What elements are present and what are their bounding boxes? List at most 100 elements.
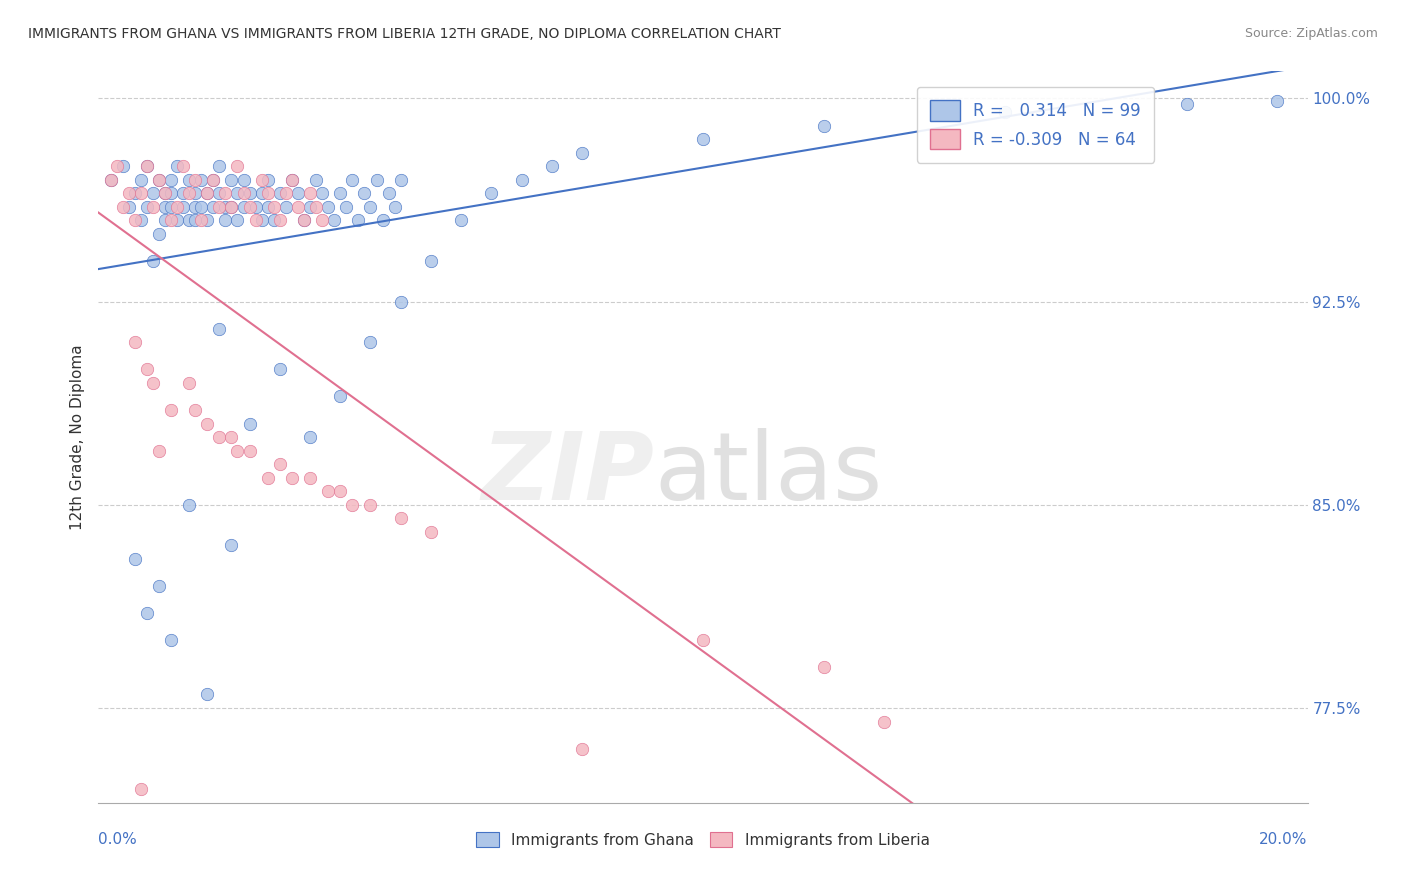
Point [111, 159, 134, 173]
Point [510, 172, 533, 186]
Point [389, 294, 412, 309]
Point [129, 186, 152, 201]
Point [135, 200, 157, 214]
Point [135, 159, 157, 173]
Point [305, 200, 328, 214]
Point [184, 186, 207, 201]
Point [389, 511, 412, 525]
Point [195, 186, 218, 201]
Point [571, 741, 593, 756]
Point [124, 552, 146, 566]
Point [195, 213, 218, 227]
Point [281, 172, 304, 186]
Point [208, 322, 231, 336]
Point [172, 186, 194, 201]
Point [232, 186, 254, 201]
Point [129, 213, 152, 227]
Point [111, 200, 134, 214]
Point [250, 186, 273, 201]
Point [540, 159, 562, 173]
Point [813, 119, 835, 133]
Legend: Immigrants from Ghana, Immigrants from Liberia: Immigrants from Ghana, Immigrants from L… [470, 825, 936, 854]
Point [202, 172, 225, 186]
Text: IMMIGRANTS FROM GHANA VS IMMIGRANTS FROM LIBERIA 12TH GRADE, NO DIPLOMA CORRELAT: IMMIGRANTS FROM GHANA VS IMMIGRANTS FROM… [28, 27, 780, 41]
Point [179, 213, 201, 227]
Point [221, 538, 243, 552]
Point [160, 200, 183, 214]
Point [287, 200, 309, 214]
Point [100, 172, 122, 186]
Point [221, 430, 243, 444]
Point [179, 186, 201, 201]
Point [153, 200, 176, 214]
Point [142, 186, 165, 201]
Point [274, 200, 297, 214]
Point [371, 213, 394, 227]
Point [299, 186, 322, 201]
Point [329, 186, 352, 201]
Point [360, 200, 382, 214]
Point [250, 213, 273, 227]
Point [135, 159, 157, 173]
Point [329, 484, 352, 499]
Point [153, 186, 176, 201]
Point [299, 430, 322, 444]
Point [184, 200, 207, 214]
Point [366, 172, 388, 186]
Point [481, 186, 503, 201]
Point [274, 186, 297, 201]
Point [190, 200, 212, 214]
Point [124, 213, 146, 227]
Point [342, 172, 364, 186]
Point [160, 633, 183, 648]
Point [353, 186, 375, 201]
Point [250, 172, 273, 186]
Point [287, 186, 309, 201]
Point [311, 186, 333, 201]
Point [305, 172, 328, 186]
Point [256, 471, 278, 485]
Point [221, 200, 243, 214]
Point [135, 606, 157, 620]
Point [135, 362, 157, 376]
Point [202, 172, 225, 186]
Point [195, 186, 218, 201]
Point [148, 172, 170, 186]
Point [316, 200, 339, 214]
Point [239, 417, 262, 431]
Point [214, 213, 236, 227]
Point [384, 200, 406, 214]
Point [389, 822, 412, 837]
Point [377, 186, 399, 201]
Point [148, 172, 170, 186]
Point [256, 186, 278, 201]
Text: ZIP: ZIP [482, 427, 655, 520]
Point [166, 213, 188, 227]
Point [316, 484, 339, 499]
Point [142, 376, 165, 390]
Point [281, 172, 304, 186]
Point [226, 159, 249, 173]
Point [208, 159, 231, 173]
Point [190, 172, 212, 186]
Point [105, 159, 128, 173]
Point [281, 471, 304, 485]
Point [195, 688, 218, 702]
Point [118, 200, 141, 214]
Point [208, 430, 231, 444]
Point [160, 403, 183, 417]
Point [148, 443, 170, 458]
Point [347, 213, 370, 227]
Point [129, 782, 152, 797]
Point [389, 172, 412, 186]
Point [124, 186, 146, 201]
Point [263, 200, 285, 214]
Point [256, 172, 278, 186]
Point [269, 362, 291, 376]
Point [360, 335, 382, 350]
Point [1175, 96, 1198, 111]
Point [420, 254, 443, 268]
Point [813, 660, 835, 674]
Point [202, 200, 225, 214]
Point [148, 579, 170, 593]
